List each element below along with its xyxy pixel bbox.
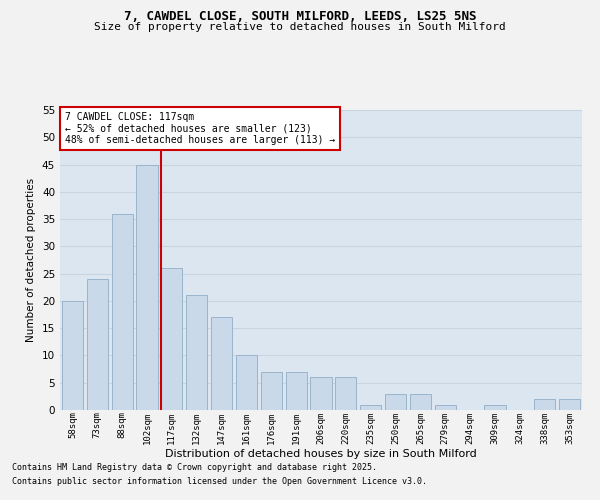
Bar	[484, 404, 506, 410]
Bar	[559, 399, 580, 410]
Bar	[435, 404, 456, 410]
Bar	[360, 404, 381, 410]
Bar	[62, 301, 83, 410]
Bar	[211, 318, 232, 410]
Bar	[136, 164, 158, 410]
Bar	[410, 394, 431, 410]
Text: Contains HM Land Registry data © Crown copyright and database right 2025.: Contains HM Land Registry data © Crown c…	[12, 464, 377, 472]
Bar	[534, 399, 555, 410]
X-axis label: Distribution of detached houses by size in South Milford: Distribution of detached houses by size …	[165, 449, 477, 459]
Bar	[335, 378, 356, 410]
Bar	[112, 214, 133, 410]
Text: Contains public sector information licensed under the Open Government Licence v3: Contains public sector information licen…	[12, 477, 427, 486]
Text: Size of property relative to detached houses in South Milford: Size of property relative to detached ho…	[94, 22, 506, 32]
Bar	[186, 296, 207, 410]
Bar	[310, 378, 332, 410]
Bar	[161, 268, 182, 410]
Text: 7 CAWDEL CLOSE: 117sqm
← 52% of detached houses are smaller (123)
48% of semi-de: 7 CAWDEL CLOSE: 117sqm ← 52% of detached…	[65, 112, 335, 144]
Y-axis label: Number of detached properties: Number of detached properties	[26, 178, 37, 342]
Bar	[286, 372, 307, 410]
Text: 7, CAWDEL CLOSE, SOUTH MILFORD, LEEDS, LS25 5NS: 7, CAWDEL CLOSE, SOUTH MILFORD, LEEDS, L…	[124, 10, 476, 23]
Bar	[236, 356, 257, 410]
Bar	[385, 394, 406, 410]
Bar	[87, 279, 108, 410]
Bar	[261, 372, 282, 410]
